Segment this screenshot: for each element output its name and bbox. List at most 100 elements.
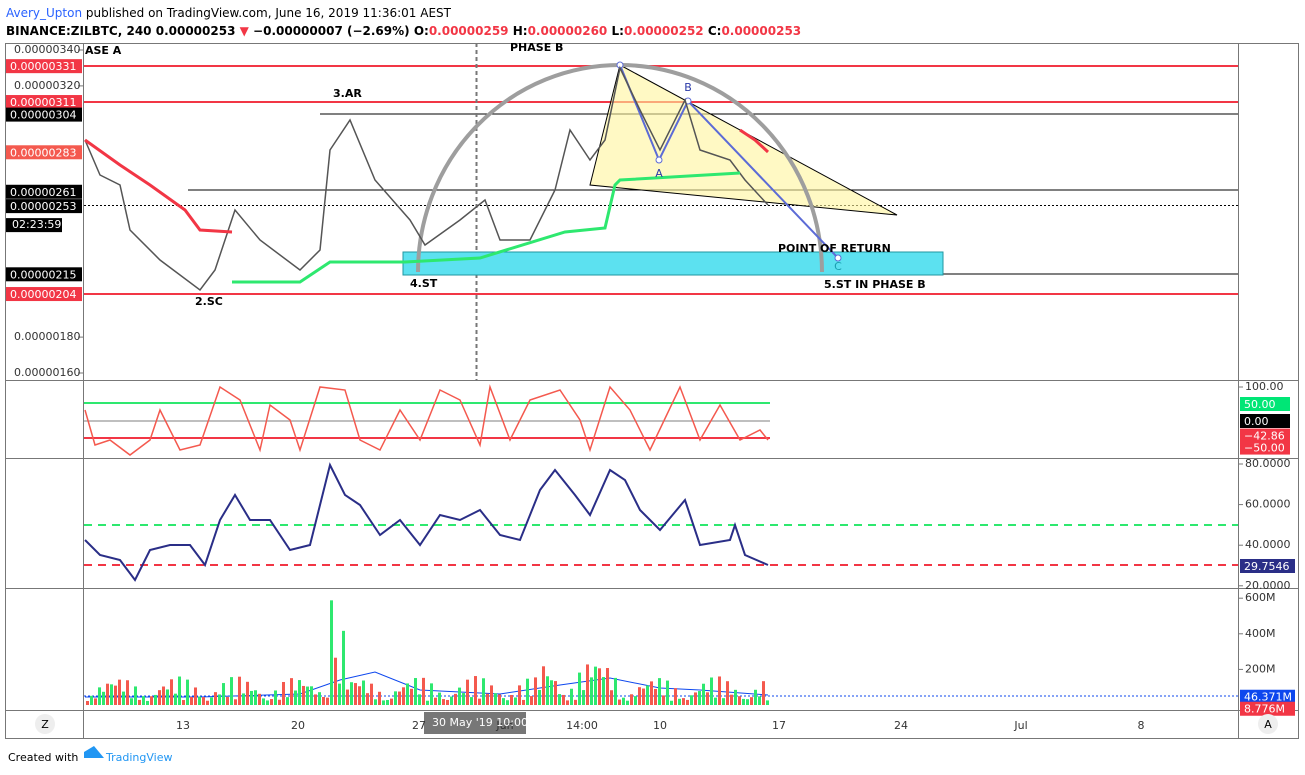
volume-bar xyxy=(406,683,409,705)
volume-bar xyxy=(194,687,197,705)
time-label: 17 xyxy=(772,719,786,732)
h: 0.00000260 xyxy=(527,24,608,38)
button[interactable] xyxy=(1258,714,1278,734)
volume-bar xyxy=(750,697,753,705)
volume-bar xyxy=(670,700,673,705)
footer-text: Created with xyxy=(8,751,78,764)
volume-bar xyxy=(94,698,97,705)
time-label: Jun xyxy=(495,719,513,732)
volume-bar xyxy=(630,694,633,705)
volume-bar xyxy=(190,697,193,705)
volume-bar xyxy=(290,678,293,705)
volume-bar xyxy=(766,700,769,705)
volume-bar xyxy=(514,697,517,705)
volume-bar xyxy=(350,682,353,705)
button[interactable] xyxy=(35,714,55,734)
volume-bar xyxy=(458,687,461,705)
l-label: L: xyxy=(611,24,624,38)
frames xyxy=(5,43,1299,739)
volume-bar xyxy=(402,687,405,705)
volume-bar xyxy=(274,690,277,705)
volume-bar xyxy=(442,699,445,705)
volume-bar xyxy=(550,680,553,705)
badge-label: 29.7546 xyxy=(1244,560,1290,573)
price-badge: 46.371M xyxy=(1240,689,1295,704)
volume-bar xyxy=(506,700,509,705)
tick-label: 200M xyxy=(1245,662,1276,675)
o-label: O: xyxy=(413,24,429,38)
volume-bar xyxy=(306,686,309,705)
annotation: 2.SC xyxy=(195,295,223,308)
volume-bar xyxy=(138,699,141,705)
volume-bar xyxy=(602,677,605,705)
badge-box xyxy=(6,107,82,122)
tick-label: 400M xyxy=(1245,627,1276,640)
volume-bar xyxy=(394,691,397,705)
c-label: C: xyxy=(707,24,722,38)
volume-bar xyxy=(634,696,637,705)
countdown-box xyxy=(6,218,62,233)
price-badge: 8.776M xyxy=(1240,701,1295,716)
volume-bar xyxy=(438,692,441,705)
volume-bar xyxy=(198,696,201,705)
volume-bar xyxy=(382,700,385,705)
volume-bar xyxy=(230,677,233,705)
badge-label: 0.00000311 xyxy=(10,96,76,109)
time-label: 20 xyxy=(291,719,305,732)
button-label: A xyxy=(1264,718,1272,731)
o: 0.00000259 xyxy=(428,24,509,38)
badge-label: 50.00 xyxy=(1244,398,1276,411)
published: published on TradingView.com, June 16, 2… xyxy=(85,6,451,20)
c: 0.00000253 xyxy=(721,24,802,38)
volume-bar xyxy=(226,696,229,705)
price-badge: 0.00 xyxy=(1240,414,1290,428)
volume-bar xyxy=(490,685,493,705)
symbol: BINANCE:ZILBTC, 240 xyxy=(6,24,152,38)
volume-bar xyxy=(294,690,297,705)
volume-bar xyxy=(106,683,109,705)
volume-bar xyxy=(154,694,157,705)
volume-bar xyxy=(210,697,213,705)
time-label: 10 xyxy=(653,719,667,732)
badge-box xyxy=(6,287,82,302)
h-label: H: xyxy=(512,24,528,38)
volume-bar xyxy=(126,680,129,705)
price-badge: 0.00000261 xyxy=(6,184,82,199)
price-badge: 0.00000215 xyxy=(6,267,82,282)
volume-bar xyxy=(698,691,701,705)
volume-bar xyxy=(186,679,189,705)
volume-bar xyxy=(526,678,529,705)
volume-bar xyxy=(690,695,693,705)
price-badge: 0.00000283 xyxy=(6,145,82,160)
badge-box xyxy=(1240,428,1290,443)
price-badge: 0.00000204 xyxy=(6,287,82,302)
volume-bar xyxy=(478,698,481,705)
volume-bar xyxy=(482,678,485,705)
volume-bar xyxy=(366,693,369,705)
volume-bar xyxy=(326,697,329,705)
volume-bar xyxy=(430,683,433,705)
volume-bar xyxy=(598,668,601,705)
header: Avery_Upton published on TradingView.com… xyxy=(6,4,801,40)
volume-bar xyxy=(566,700,569,705)
volume-bar xyxy=(702,683,705,705)
volume-bar xyxy=(486,693,489,705)
badge-label: 0.00 xyxy=(1244,415,1269,428)
badge-label: 0.00000283 xyxy=(10,146,76,159)
badge-box xyxy=(6,199,82,214)
volume-bar xyxy=(110,684,113,705)
author[interactable]: Avery_Upton xyxy=(6,6,83,20)
tick-label: 0.00000340 xyxy=(14,43,80,56)
volume-bar xyxy=(246,681,249,705)
point-label: A xyxy=(655,167,663,180)
volume-bar xyxy=(738,696,741,705)
volume-bar xyxy=(530,696,533,705)
volume-bar xyxy=(518,685,521,705)
volume-bar xyxy=(122,691,125,705)
footer-brand[interactable]: TradingView xyxy=(105,751,172,764)
volume-bar xyxy=(658,678,661,705)
volume-bar xyxy=(342,630,345,705)
volume-bar xyxy=(570,688,573,705)
volume-bar xyxy=(378,691,381,705)
